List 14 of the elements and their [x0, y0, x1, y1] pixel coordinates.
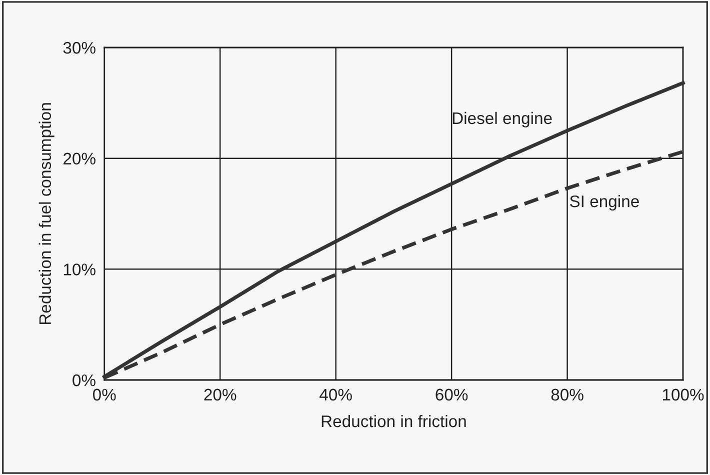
y-axis-title: Reduction in fuel consumption: [38, 103, 54, 324]
series-label: SI engine: [570, 195, 639, 211]
y-tick-label: 10%: [64, 264, 96, 276]
y-tick-label: 0%: [72, 374, 96, 386]
x-tick-label: 40%: [320, 388, 352, 401]
x-tick-label: 20%: [204, 388, 236, 401]
series-label: Diesel engine: [452, 112, 552, 128]
x-axis-title: Reduction in friction: [322, 414, 466, 428]
x-tick-label: 100%: [662, 388, 704, 401]
y-tick-label: 30%: [63, 42, 96, 54]
x-tick-label: 0%: [92, 388, 116, 401]
x-tick-label: 80%: [551, 388, 584, 401]
y-tick-label: 20%: [64, 152, 96, 165]
x-tick-label: 60%: [436, 388, 468, 401]
